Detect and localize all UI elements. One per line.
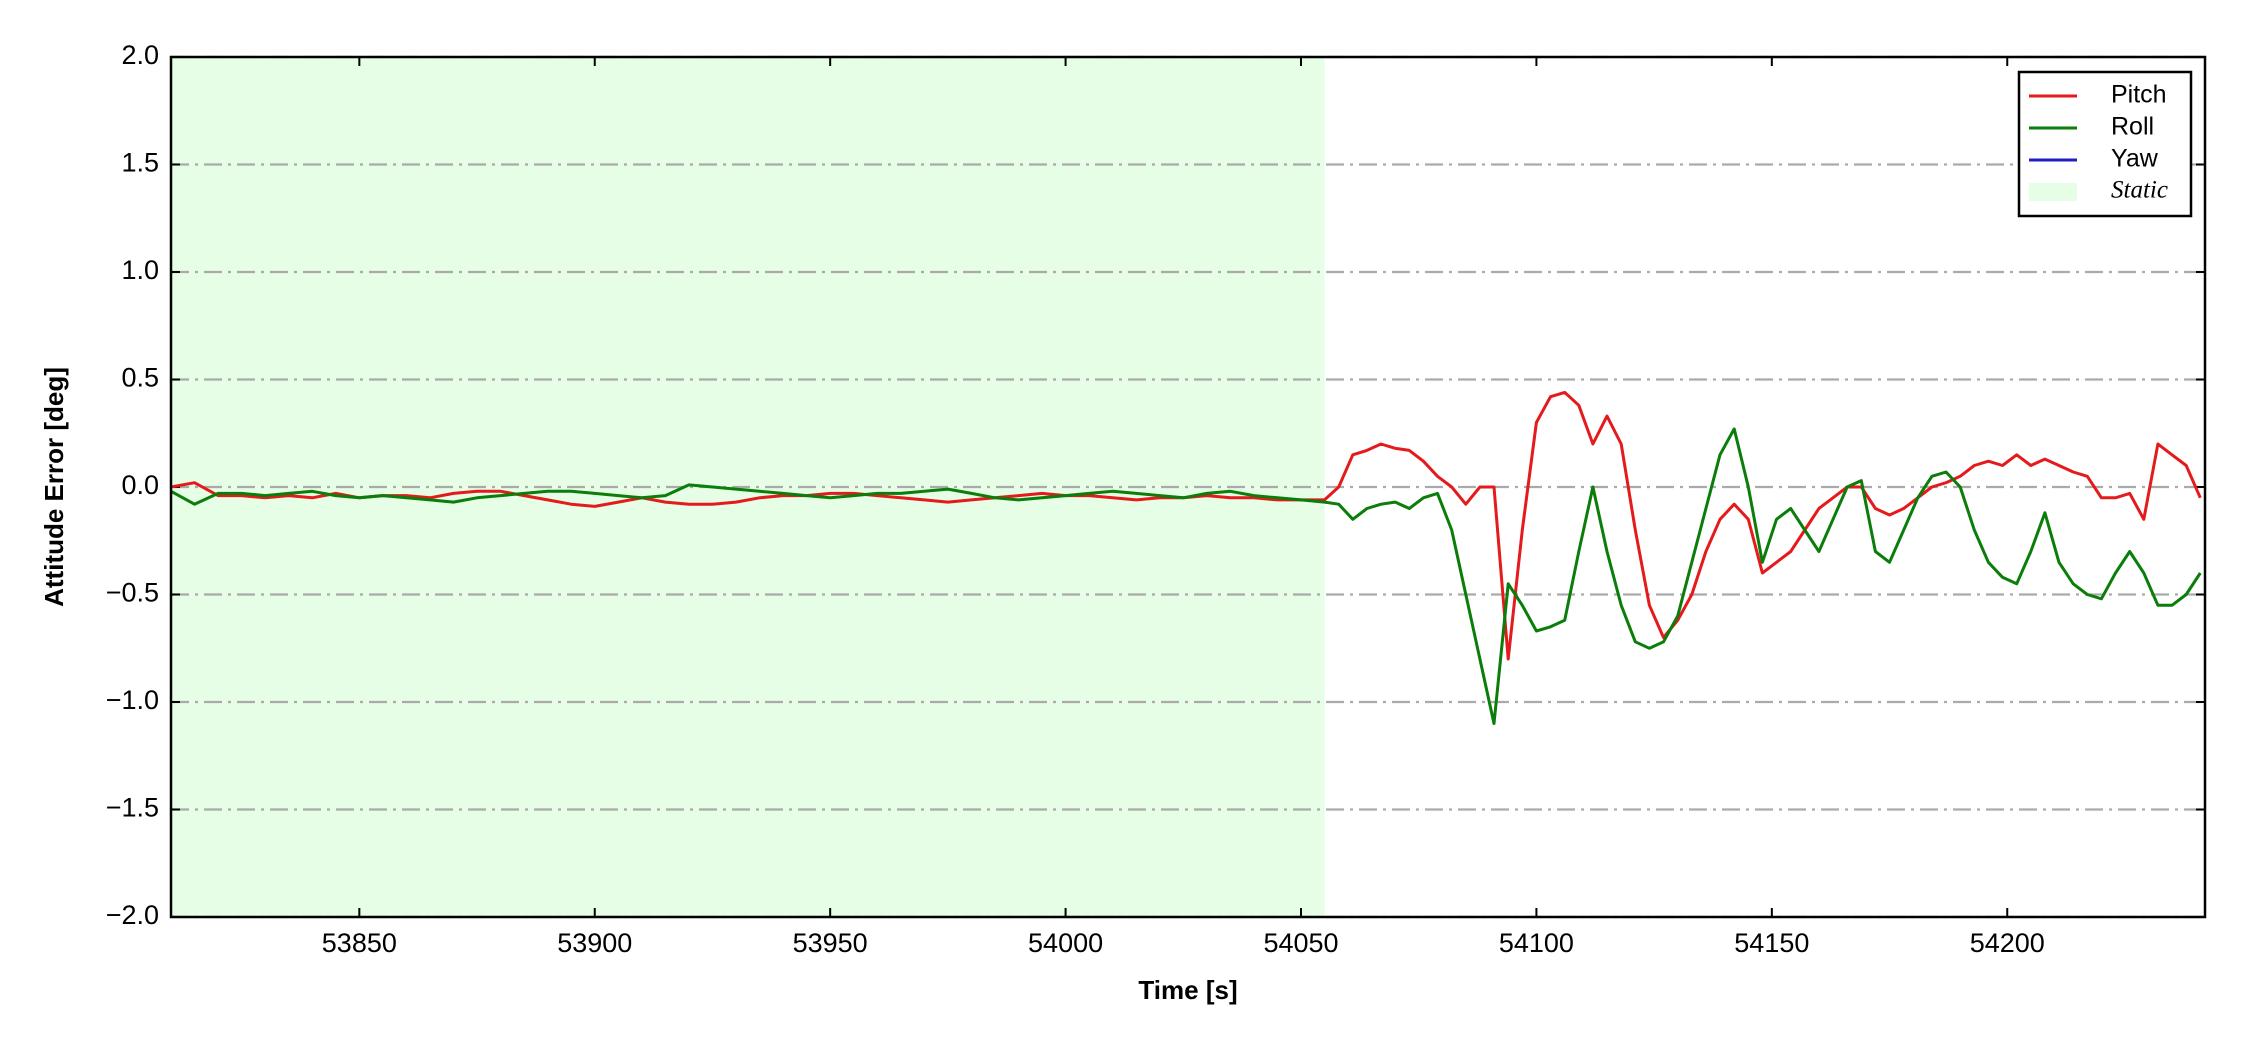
y-tick-label: −1.0 [106, 685, 159, 715]
legend-label: Yaw [2111, 145, 2159, 173]
x-tick-label: 53900 [557, 928, 632, 958]
x-tick-label: 54000 [1028, 928, 1103, 958]
legend-swatch [2029, 183, 2077, 201]
y-axis-label: Attitude Error [deg] [39, 367, 69, 607]
y-tick-label: 2.0 [121, 40, 159, 70]
y-tick-label: −1.5 [106, 793, 159, 823]
legend-label: Roll [2111, 113, 2154, 141]
y-tick-label: 1.5 [121, 148, 159, 178]
x-tick-label: 53950 [793, 928, 868, 958]
y-tick-label: −2.0 [106, 900, 159, 930]
series-line [171, 390, 2202, 661]
y-tick-label: −0.5 [106, 578, 159, 608]
y-tick-label: 0.5 [121, 363, 159, 393]
y-tick-label: 0.0 [121, 470, 159, 500]
x-axis-label: Time [s] [1138, 975, 1237, 1005]
legend-label: Pitch [2111, 81, 2167, 109]
x-tick-label: 53850 [322, 928, 397, 958]
x-tick-label: 54100 [1499, 928, 1574, 958]
x-tick-label: 54200 [1970, 928, 2045, 958]
y-tick-label: 1.0 [121, 255, 159, 285]
series-line [171, 427, 2202, 725]
x-tick-label: 54050 [1263, 928, 1338, 958]
x-tick-label: 54150 [1734, 928, 1809, 958]
plot-frame [169, 55, 2207, 919]
legend-label: Static [2111, 177, 2168, 204]
